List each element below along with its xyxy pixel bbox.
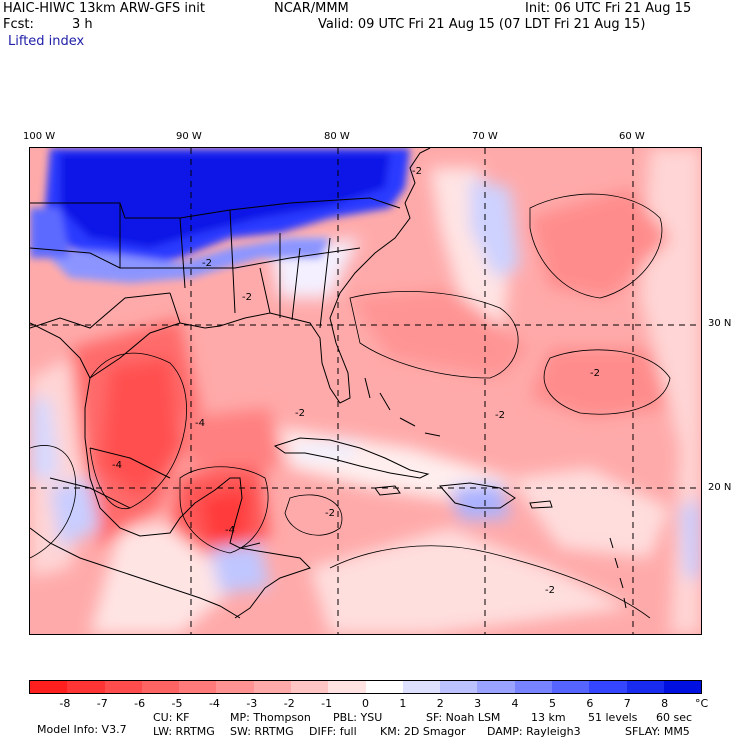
colorbar-tick: 3 — [474, 697, 482, 710]
lon-label: 90 W — [176, 131, 202, 142]
colorbar-swatch — [253, 681, 291, 693]
lon-label: 60 W — [619, 131, 645, 142]
lat-label: 30 N — [708, 318, 732, 329]
colorbar-swatch — [402, 681, 441, 693]
contour-label: -2 — [545, 585, 555, 596]
contour-label: -2 — [325, 508, 335, 519]
colorbar-tick: -3 — [246, 697, 258, 710]
contour-label: -2 — [242, 292, 252, 303]
lat-label: 20 N — [708, 482, 732, 493]
info-diff: DIFF: full — [309, 725, 357, 738]
contour-label: -2 — [412, 166, 422, 177]
colorbar-swatch — [514, 681, 552, 693]
colorbar-tick: 5 — [548, 697, 556, 710]
colorbar-swatch — [104, 681, 142, 693]
info-sf: SF: Noah LSM — [426, 711, 501, 724]
contour-label: -2 — [295, 408, 305, 419]
colorbar-tick: -4 — [208, 697, 220, 710]
lifted-index-map: -2 -2 -2 -2 -2 -2 -2 -4 -4 -4 -2 — [29, 147, 702, 635]
colorbar-swatch — [477, 681, 515, 693]
colorbar-tick: -6 — [134, 697, 146, 710]
colorbar-tick: 0 — [362, 697, 369, 710]
info-timestep: 60 sec — [656, 711, 693, 724]
info-sw: SW: RRTMG — [230, 725, 294, 738]
contour-label: -2 — [202, 258, 212, 269]
model-info-line-1: Model Info: V3.7 — [30, 712, 127, 736]
colorbar-swatch — [589, 681, 627, 693]
forecast-hours: 3 h — [72, 17, 93, 32]
info-version: Model Info: V3.7 — [37, 723, 127, 736]
colorbar-swatch — [141, 681, 180, 693]
contour-label: -4 — [195, 418, 205, 429]
colorbar-swatch — [328, 681, 366, 693]
info-pbl: PBL: YSU — [333, 711, 383, 724]
colorbar-swatch — [290, 681, 329, 693]
info-km: KM: 2D Smagor — [380, 725, 466, 738]
info-mp: MP: Thompson — [230, 711, 311, 724]
field-name: Lifted index — [8, 34, 85, 49]
org-name: NCAR/MMM — [274, 1, 349, 16]
colorbar-tick: 7 — [623, 697, 631, 710]
colorbar-swatch — [30, 681, 68, 693]
colorbar — [29, 680, 702, 694]
colorbar-swatch — [626, 681, 664, 693]
colorbar-tick: -5 — [171, 697, 183, 710]
lon-label: 80 W — [324, 131, 350, 142]
colorbar-swatch — [663, 681, 702, 693]
colorbar-tick: 4 — [511, 697, 519, 710]
colorbar-swatch — [67, 681, 105, 693]
colorbar-swatch — [365, 681, 403, 693]
colorbar-tick: -8 — [59, 697, 71, 710]
colorbar-swatch — [440, 681, 478, 693]
info-cu: CU: KF — [153, 711, 190, 724]
colorbar-swatch — [216, 681, 254, 693]
colorbar-swatch — [179, 681, 217, 693]
colorbar-tick: -1 — [321, 697, 333, 710]
colorbar-tick: -7 — [96, 697, 108, 710]
colorbar-tick: 2 — [436, 697, 444, 710]
info-res: 13 km — [531, 711, 566, 724]
info-lw: LW: RRTMG — [153, 725, 215, 738]
info-levels: 51 levels — [588, 711, 638, 724]
init-time: Init: 06 UTC Fri 21 Aug 15 — [525, 1, 692, 16]
contour-label: -2 — [495, 410, 505, 421]
contour-label: -4 — [225, 525, 235, 536]
forecast-label: Fcst: — [3, 17, 34, 32]
contour-label: -4 — [112, 460, 122, 471]
valid-time: Valid: 09 UTC Fri 21 Aug 15 (07 LDT Fri … — [318, 17, 646, 32]
contour-label: -2 — [590, 368, 600, 379]
lon-label: 100 W — [23, 131, 56, 142]
info-sflay: SFLAY: MM5 — [625, 725, 690, 738]
lon-label: 70 W — [472, 131, 498, 142]
colorbar-unit: °C — [695, 697, 709, 710]
colorbar-tick: 8 — [661, 697, 669, 710]
colorbar-tick: 6 — [586, 697, 594, 710]
model-title: HAIC-HIWC 13km ARW-GFS init — [3, 1, 205, 16]
colorbar-swatch — [551, 681, 590, 693]
colorbar-tick: 1 — [399, 697, 407, 710]
colorbar-tick: -2 — [283, 697, 295, 710]
info-damp: DAMP: Rayleigh3 — [487, 725, 581, 738]
